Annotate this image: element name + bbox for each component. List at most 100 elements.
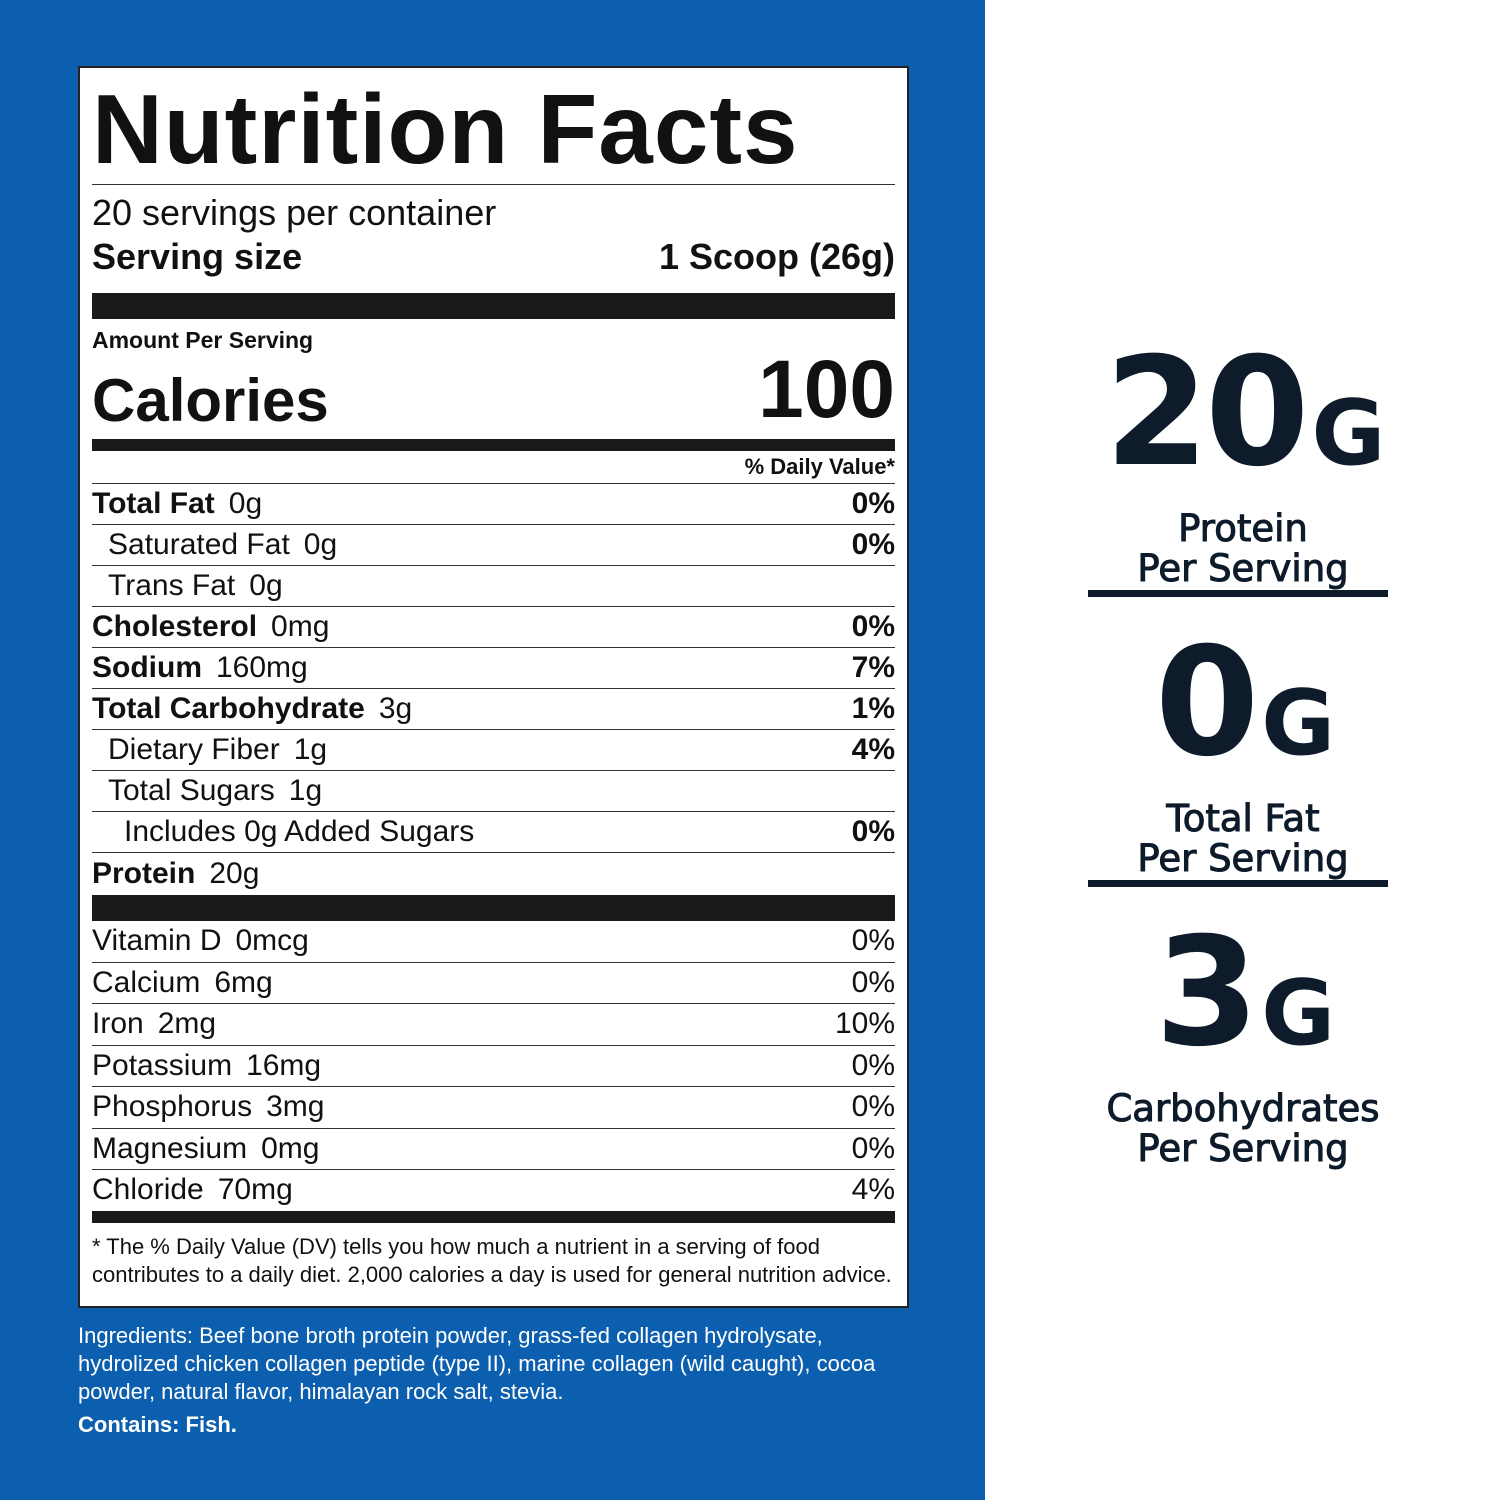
highlight-label: Carbohydrates — [1106, 1087, 1380, 1130]
nutrient-dv: 1% — [851, 692, 895, 725]
vitamin-name: Vitamin D — [92, 924, 222, 958]
nutrient: Saturated Fat 0g — [108, 528, 337, 562]
nutrient-amount: 0g — [303, 528, 338, 561]
calories: Calories 100 — [92, 349, 895, 434]
servings: 20 servings per container — [92, 192, 497, 233]
vitamin-amount: 70mg — [217, 1173, 293, 1207]
nutrient-name: Total Sugars — [108, 774, 275, 807]
thick-bar — [92, 895, 895, 921]
vitamin-row: Vitamin D 0mcg 0% — [92, 921, 895, 963]
vitamin-amount: 3mg — [266, 1090, 325, 1124]
vitamin-name: Chloride — [92, 1173, 204, 1207]
serving-size-value: 1 Scoop (26g) — [658, 236, 895, 277]
nutrient-amount: 0g — [228, 487, 263, 520]
highlight-unit: G — [1311, 381, 1385, 486]
nutrient-row: Sodium 160mg 7% — [92, 648, 895, 689]
vitamin: Vitamin D 0mcg — [92, 924, 309, 958]
nutrient-dv: 0% — [851, 815, 895, 848]
vitamin: Potassium 16mg — [92, 1049, 321, 1083]
nutrient-amount: 1g — [293, 733, 328, 766]
nutrient-name: Cholesterol — [92, 610, 258, 643]
vitamin: Chloride 70mg — [92, 1173, 293, 1207]
nutrient: Protein 20g — [92, 857, 259, 891]
nutrient: Sodium 160mg — [92, 651, 308, 685]
nutrient-amount: 160mg — [216, 651, 308, 684]
highlight-label: Protein — [1178, 507, 1309, 550]
nutrient-name: Protein — [92, 857, 196, 890]
divider — [1088, 590, 1388, 597]
amount-per-serving: Amount Per Serving — [92, 327, 314, 353]
vitamin-dv: 4% — [851, 1173, 895, 1207]
highlight-number: 0 — [1154, 616, 1259, 790]
vitamin-amount: 2mg — [157, 1007, 217, 1041]
nutrient: Trans Fat 0g — [108, 569, 283, 603]
nutrient-row: Dietary Fiber 1g 4% — [92, 730, 895, 771]
vitamin-row: Iron 2mg 10% — [92, 1004, 895, 1046]
highlight-number: 3 — [1154, 906, 1259, 1080]
highlight: 20G Protein Per Serving — [985, 338, 1501, 589]
divider — [1088, 880, 1388, 887]
nutrient: Includes 0g Added Sugars — [124, 815, 474, 849]
thick-bar — [92, 293, 895, 319]
nutrient-row: Total Fat 0g 0% — [92, 484, 895, 525]
vitamin-name: Phosphorus — [92, 1090, 253, 1124]
highlight-label: Per Serving — [1137, 837, 1349, 880]
nutrient-dv: 4% — [851, 733, 895, 766]
vitamins: Vitamin D 0mcg 0% Calcium 6mg 0% Iron 2mg 10% Pot… — [92, 921, 895, 1211]
nutrient-name: Saturated Fat — [108, 528, 290, 561]
nutrient-row: Trans Fat 0g — [92, 566, 895, 607]
nutrient-row: Includes 0g Added Sugars 0% — [92, 812, 895, 853]
highlight-value: 0G — [985, 628, 1501, 799]
vitamin-dv: 0% — [851, 1090, 895, 1124]
footnote: * The % Daily Value (DV) tells you how m… — [92, 1233, 892, 1287]
nutrient-amount: 3g — [378, 692, 413, 725]
nutrient: Total Fat 0g — [92, 487, 262, 521]
highlight-number: 20 — [1104, 326, 1310, 500]
vitamin-name: Magnesium — [92, 1131, 248, 1165]
vitamin: Iron 2mg — [92, 1007, 216, 1041]
highlight-unit: G — [1261, 671, 1335, 776]
vitamin-row: Phosphorus 3mg 0% — [92, 1087, 895, 1129]
vitamin-amount: 16mg — [246, 1048, 322, 1082]
vitamin-amount: 0mg — [261, 1131, 320, 1165]
nutrient: Cholesterol 0mg — [92, 610, 329, 644]
nutrient-dv: 0% — [851, 610, 895, 643]
vitamin-row: Potassium 16mg 0% — [92, 1046, 895, 1087]
vitamin-row: Calcium 6mg 0% — [92, 963, 895, 1004]
medium-bar — [92, 439, 895, 451]
calories-label: Calories — [92, 367, 329, 434]
nutrients: Total Fat 0g 0% Saturated Fat 0g 0% Trans Fat 0… — [92, 484, 895, 895]
nutrient-row: Protein 20g — [92, 853, 895, 895]
vitamin-name: Calcium — [92, 965, 201, 999]
vitamin-dv: 10% — [834, 1007, 895, 1041]
medium-bar — [92, 1210, 895, 1223]
ingredients: Ingredients: Beef bone broth protein pow… — [78, 1323, 876, 1404]
vitamin-dv: 0% — [851, 965, 895, 999]
nutrient: Dietary Fiber 1g — [108, 733, 327, 767]
vitamin: Magnesium 0mg — [92, 1132, 319, 1166]
nutrient-dv: 7% — [851, 651, 895, 684]
highlight: 3G Carbohydrates Per Serving — [985, 918, 1501, 1169]
nutrient-name: Total Carbohydrate — [92, 692, 365, 725]
title: Nutrition Facts — [92, 74, 895, 185]
highlight-label: Total Fat — [1166, 797, 1320, 840]
calories-value: 100 — [758, 344, 895, 435]
vitamin-amount: 6mg — [214, 965, 273, 999]
nutrient-row: Total Sugars 1g — [92, 771, 895, 812]
nutrient-dv: 0% — [851, 528, 895, 561]
nutrient-name: Trans Fat — [108, 569, 236, 602]
vitamin-dv: 0% — [851, 1131, 895, 1165]
highlight: 0G Total Fat Per Serving — [985, 628, 1501, 879]
highlight-value: 20G — [985, 338, 1501, 509]
nutrient-amount: 20g — [209, 857, 260, 890]
nutrient-row: Saturated Fat 0g 0% — [92, 525, 895, 566]
highlight-value: 3G — [985, 918, 1501, 1089]
nutrient-amount: 1g — [288, 774, 323, 807]
vitamin: Calcium 6mg — [92, 966, 273, 1000]
highlight-label: Per Serving — [1137, 1127, 1349, 1170]
nutrient: Total Sugars 1g — [108, 774, 322, 808]
nutrient: Total Carbohydrate 3g — [92, 692, 412, 726]
nutrient-name: Total Fat — [92, 487, 215, 520]
highlight-unit: G — [1261, 961, 1335, 1066]
